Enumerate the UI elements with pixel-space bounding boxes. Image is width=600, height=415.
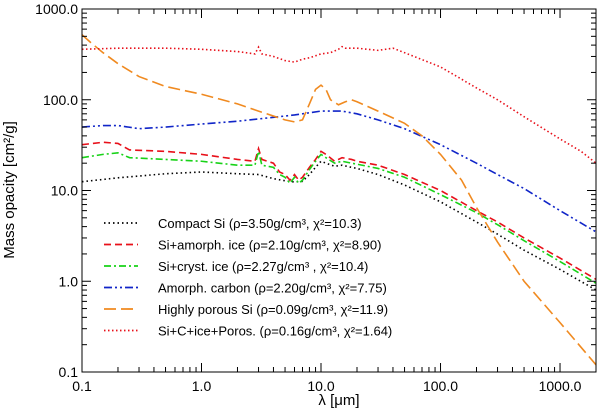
x-axis-title: λ [μm]: [318, 392, 359, 409]
tick-layer: 0.1 1.0 10.0 100.0 1000.0 0.1 1.0 10.0 100.0 1000…: [35, 1, 597, 394]
plot-frame: [81, 8, 597, 373]
legend-entry-6: Si+C+ice+Poros. (ρ=0.16g/cm³, χ²=1.64): [158, 324, 392, 339]
series-layer: [81, 34, 597, 366]
x-tick-label: 10.0: [307, 378, 334, 394]
legend-params: (ρ=2.27g/cm³ , χ²=10.4): [232, 259, 368, 274]
legend-label: Compact Si: [158, 216, 229, 231]
x-tick-label: 0.1: [72, 378, 92, 394]
x-tick-label: 1.0: [192, 378, 212, 394]
y-tick-label: 100.0: [43, 92, 78, 108]
legend-entry-4: Amorph. carbon (ρ=2.20g/cm³, χ²=7.75): [158, 281, 387, 296]
legend-label: Si+cryst. ice: [158, 259, 232, 274]
y-axis-title: Mass opacity [cm²/g]: [1, 121, 18, 259]
series-line-1: [81, 160, 597, 291]
legend-entry-3: Si+cryst. ice (ρ=2.27g/cm³ , χ²=10.4): [158, 259, 368, 274]
x-tick-label: 1000.0: [539, 378, 582, 394]
legend-label: Si+C+ice+Poros.: [158, 324, 260, 339]
legend-entry-2: Si+amorph. ice (ρ=2.10g/cm³, χ²=8.90): [158, 238, 381, 253]
legend-label: Si+amorph. ice: [158, 238, 249, 253]
legend-label: Highly porous Si: [158, 302, 256, 317]
series-line-3: [81, 151, 597, 284]
series-line-2: [81, 141, 597, 281]
legend-params: (ρ=2.10g/cm³, χ²=8.90): [249, 238, 382, 253]
legend: Compact Si (ρ=3.50g/cm³, χ²=10.3) Si+amor…: [104, 216, 392, 339]
series-line-4: [81, 110, 597, 233]
series-line-6: [81, 45, 597, 164]
legend-params: (ρ=2.20g/cm³, χ²=7.75): [254, 281, 387, 296]
y-tick-label: 0.1: [59, 364, 79, 380]
legend-params: (ρ=0.09g/cm³, χ²=11.9): [256, 302, 388, 317]
y-tick-label: 1.0: [59, 273, 79, 289]
legend-params: (ρ=3.50g/cm³, χ²=10.3): [229, 216, 362, 231]
y-tick-label: 1000.0: [35, 1, 78, 17]
legend-entry-1: Compact Si (ρ=3.50g/cm³, χ²=10.3): [158, 216, 362, 231]
series-line-5: [81, 34, 597, 366]
legend-params: (ρ=0.16g/cm³, χ²=1.64): [260, 324, 393, 339]
y-tick-label: 10.0: [51, 183, 78, 199]
legend-entry-5: Highly porous Si (ρ=0.09g/cm³, χ²=11.9): [158, 302, 388, 317]
legend-label: Amorph. carbon: [158, 281, 254, 296]
x-tick-label: 100.0: [423, 378, 458, 394]
